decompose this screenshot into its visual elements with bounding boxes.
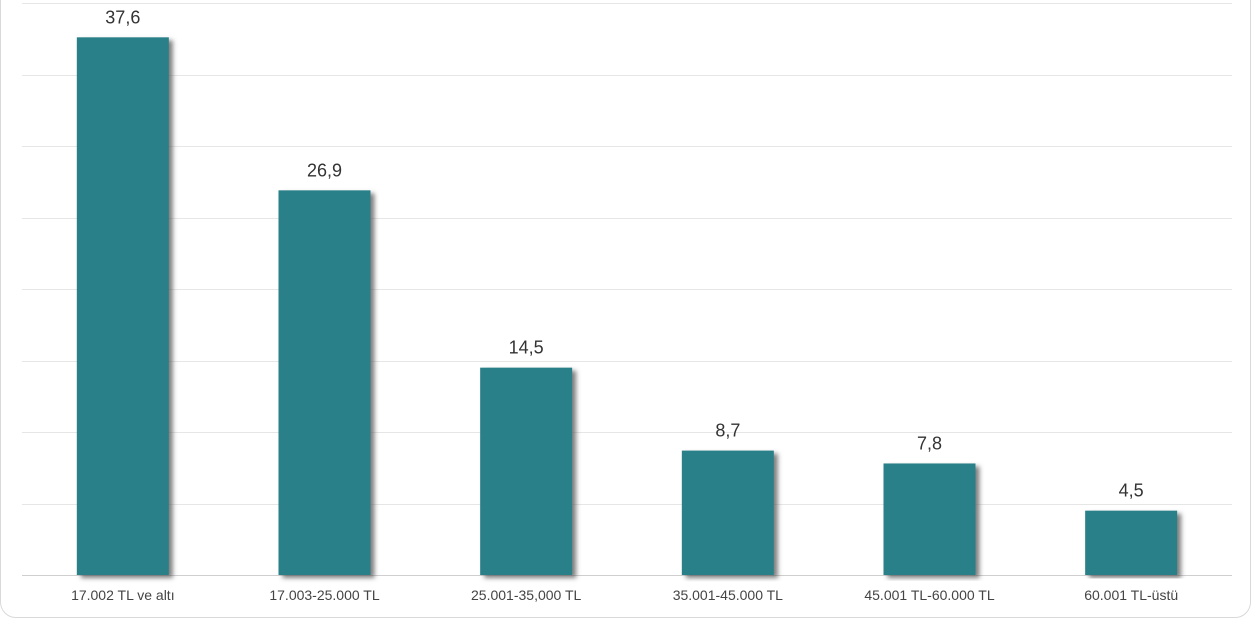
value-labels: 37,6 26,9 14,5 8,7 7,8 4,5 xyxy=(105,7,1143,500)
bar-1 xyxy=(76,37,169,575)
bar-4 xyxy=(681,450,774,575)
x-tick-labels: 17.002 TL ve altı 17.003-25.000 TL 25.001-… xyxy=(71,587,1178,603)
x-tick-label-6: 60.001 TL-üstü xyxy=(1084,587,1178,603)
bar-2 xyxy=(278,190,371,575)
x-tick-label-3: 25.001-35,000 TL xyxy=(471,587,581,603)
value-label-6: 4,5 xyxy=(1119,481,1144,501)
x-tick-label-4: 35.001-45.000 TL xyxy=(673,587,783,603)
bar-6 xyxy=(1085,510,1178,575)
value-label-3: 14,5 xyxy=(509,338,544,358)
x-tick-label-1: 17.002 TL ve altı xyxy=(71,587,175,603)
bar-5 xyxy=(883,463,976,575)
value-label-5: 7,8 xyxy=(917,433,942,453)
x-tick-label-2: 17.003-25.000 TL xyxy=(269,587,379,603)
bars xyxy=(76,37,1178,575)
x-tick-label-5: 45.001 TL-60.000 TL xyxy=(864,587,994,603)
value-label-2: 26,9 xyxy=(307,160,342,180)
gridlines xyxy=(22,3,1232,576)
value-label-4: 8,7 xyxy=(715,421,740,441)
bar-3 xyxy=(480,367,573,575)
value-label-1: 37,6 xyxy=(105,7,140,27)
